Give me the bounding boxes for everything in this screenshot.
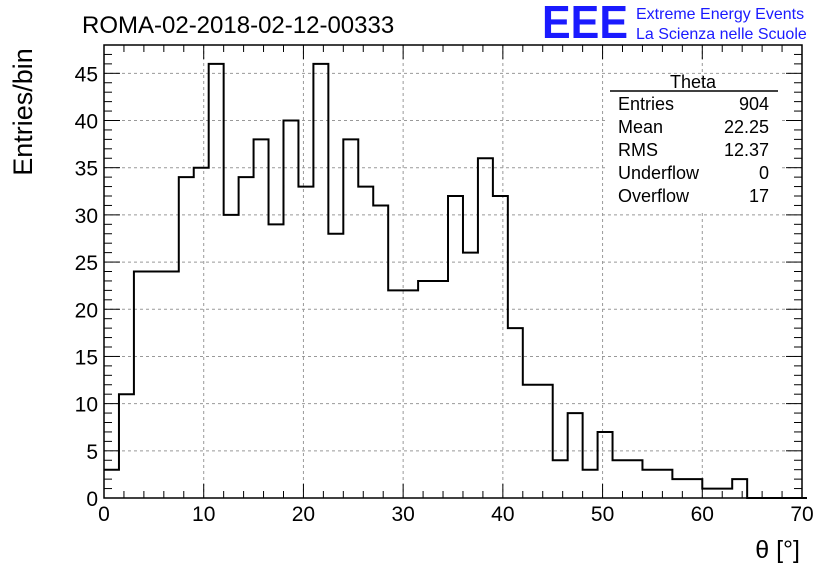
y-tick-label: 5 <box>86 441 98 464</box>
stats-box-title: Theta <box>670 72 717 92</box>
axis-ticks <box>103 44 803 499</box>
stats-value: 17 <box>749 186 769 206</box>
x-tick-label: 10 <box>192 503 215 526</box>
stats-box: Theta Entries 904 Mean 22.25 RMS 12.37 Underfl… <box>606 72 782 210</box>
x-tick-label: 30 <box>391 503 414 526</box>
stats-value: 904 <box>739 94 769 114</box>
chart-title: ROMA-02-2018-02-12-00333 <box>82 12 394 39</box>
y-tick-label: 15 <box>75 346 98 369</box>
logo-line-2: La Scienza nelle Scuole <box>636 26 807 43</box>
stats-label: Mean <box>618 117 663 137</box>
stats-label: Entries <box>618 94 674 114</box>
stats-rows: Entries 904 Mean 22.25 RMS 12.37 Underflow 0 Ove… <box>618 94 769 206</box>
stats-box-background <box>606 88 782 210</box>
x-tick-label: 0 <box>98 503 110 526</box>
logo-line-1: Extreme Energy Events <box>636 6 804 23</box>
x-tick-label: 60 <box>691 503 714 526</box>
grid-lines <box>104 45 802 498</box>
eee-logo: EEE Extreme Energy Events La Scienza nel… <box>542 0 807 48</box>
y-tick-label: 45 <box>75 63 98 86</box>
histogram-outline <box>104 62 807 499</box>
x-tick-label: 50 <box>591 503 614 526</box>
y-tick-label: 20 <box>75 299 98 322</box>
x-tick-label: 40 <box>491 503 514 526</box>
stats-value: 0 <box>759 163 769 183</box>
x-tick-label: 70 <box>790 503 813 526</box>
eee-logo-letters: EEE <box>542 0 628 48</box>
y-tick-label: 0 <box>86 488 98 511</box>
stats-label: Overflow <box>618 186 690 206</box>
x-axis-label: θ [°] <box>755 536 800 564</box>
stats-label: RMS <box>618 140 658 160</box>
y-axis-label: Entries/bin <box>8 48 38 176</box>
tick-labels: 0 10 20 30 40 50 60 70 0 5 10 15 20 25 30 35 40 45 <box>75 63 814 526</box>
y-tick-label: 35 <box>75 158 98 181</box>
y-tick-label: 10 <box>75 394 98 417</box>
x-tick-label: 20 <box>292 503 315 526</box>
stats-value: 12.37 <box>724 140 769 160</box>
y-tick-label: 40 <box>75 111 98 134</box>
y-tick-label: 25 <box>75 252 98 275</box>
stats-value: 22.25 <box>724 117 769 137</box>
y-tick-label: 30 <box>75 205 98 228</box>
stats-label: Underflow <box>618 163 700 183</box>
